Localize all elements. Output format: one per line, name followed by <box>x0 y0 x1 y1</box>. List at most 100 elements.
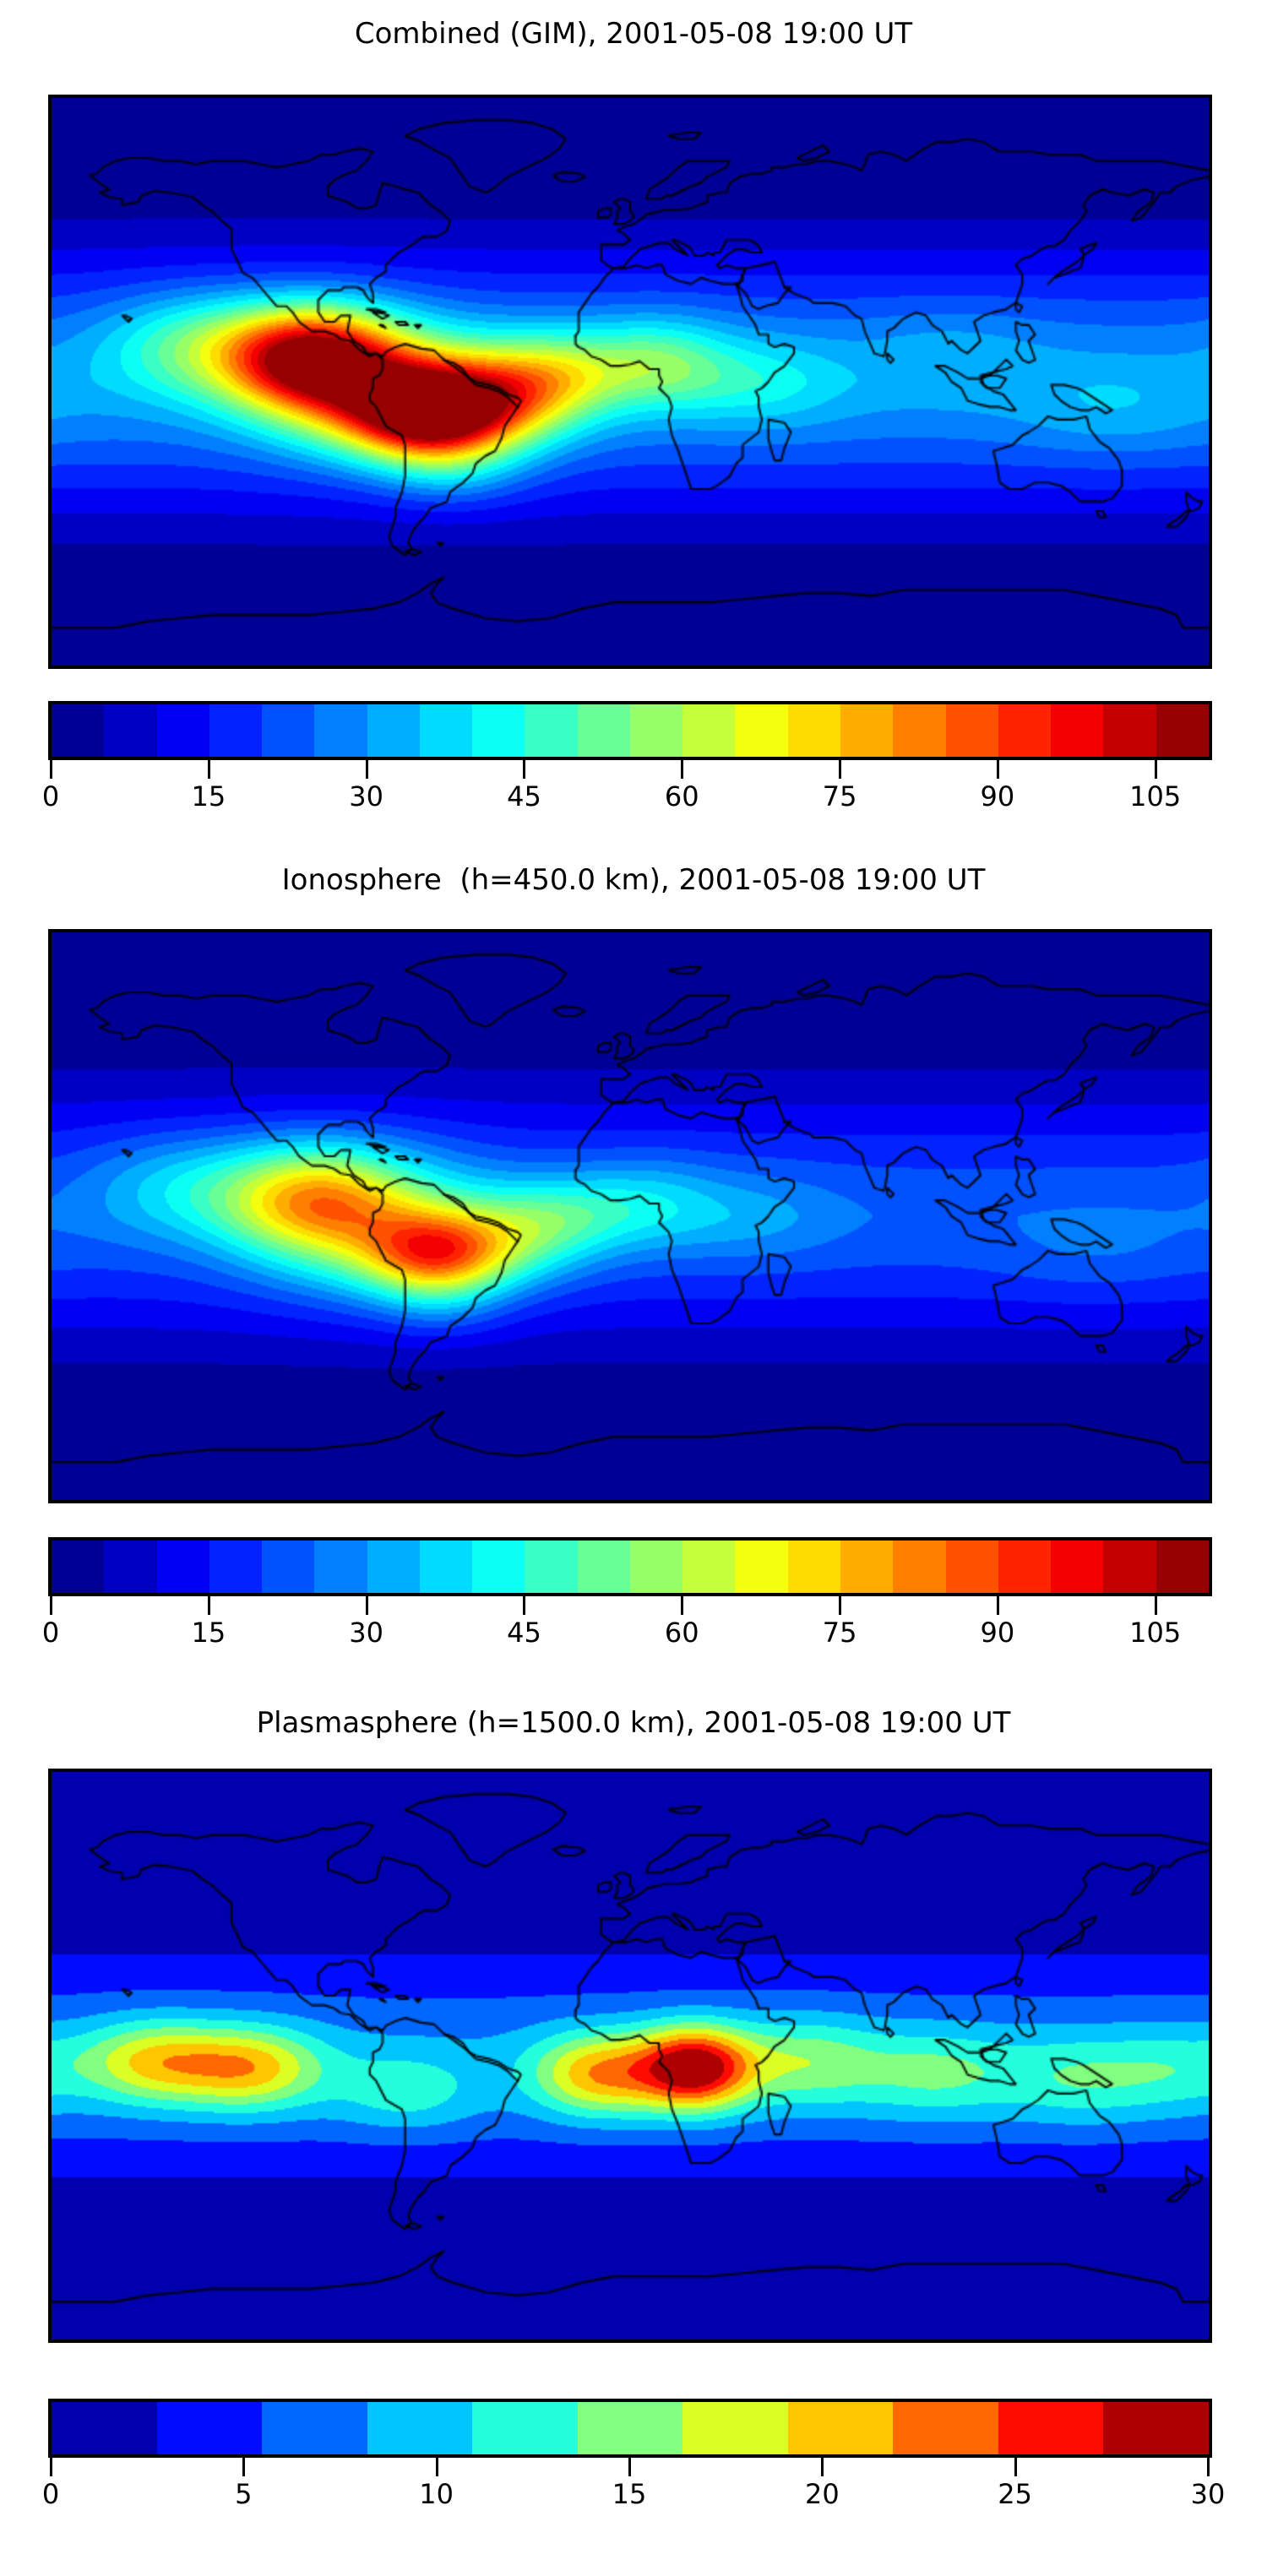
colorbar-segment <box>314 704 367 757</box>
colorbar-tick-label: 45 <box>507 780 541 812</box>
colorbar-tick <box>681 760 684 779</box>
colorbar-segment <box>945 704 998 757</box>
colorbar-segment <box>998 1541 1052 1593</box>
colorbar-segment <box>104 1541 157 1593</box>
colorbar-tick-label: 30 <box>349 780 383 812</box>
colorbar-segment <box>840 1541 894 1593</box>
colorbar-tick-label: 60 <box>664 1617 699 1649</box>
colorbar-tick <box>523 760 526 779</box>
colorbar-segment <box>787 1541 840 1593</box>
colorbar-tick-label: 15 <box>612 2478 647 2510</box>
colorbar-plasmasphere[interactable]: 0 5 10 15 20 25 30 <box>42 2399 1225 2517</box>
colorbar-tick-label: 20 <box>804 2478 840 2510</box>
colorbar-tick-label: 90 <box>980 1617 1015 1649</box>
colorbar-segment <box>156 704 209 757</box>
colorbar-segment <box>577 1541 630 1593</box>
colorbar-gradient-combined-gim <box>48 701 1212 760</box>
colorbar-segment <box>998 704 1052 757</box>
map-axes-plasmasphere[interactable] <box>48 1769 1212 2343</box>
colorbar-tick <box>821 2458 824 2476</box>
colorbar-tick <box>207 1596 210 1615</box>
colorbar-tick <box>207 760 210 779</box>
colorbar-tick-label: 105 <box>1129 1617 1182 1649</box>
colorbar-tick-label: 0 <box>41 780 60 812</box>
colorbar-segment <box>1156 1541 1209 1593</box>
colorbar-tick-label: 5 <box>235 2478 253 2510</box>
map-field-plasmasphere <box>52 1772 1209 2340</box>
colorbar-tick <box>365 1596 368 1615</box>
colorbar-tick <box>50 760 52 779</box>
colorbar-segment <box>472 1541 525 1593</box>
colorbar-segment <box>893 1541 946 1593</box>
colorbar-segment <box>209 704 263 757</box>
colorbar-segment <box>840 704 894 757</box>
colorbar-segment <box>682 1541 736 1593</box>
colorbar-combined-gim[interactable]: 0 15 30 45 60 75 90 105 <box>42 701 1212 819</box>
map-field-ionosphere <box>52 932 1209 1500</box>
colorbar-segment <box>472 2402 578 2454</box>
colorbar-segment <box>419 1541 473 1593</box>
colorbar-segment <box>1051 704 1104 757</box>
colorbar-segment <box>945 1541 998 1593</box>
colorbar-segment <box>1103 704 1156 757</box>
colorbar-segment <box>52 704 105 757</box>
colorbar-segment <box>1103 2402 1209 2454</box>
colorbar-segment <box>104 704 157 757</box>
colorbar-tick-label: 45 <box>507 1617 541 1649</box>
map-field-combined-gim <box>52 98 1209 666</box>
colorbar-segment <box>1156 704 1209 757</box>
colorbar-tick <box>996 760 999 779</box>
colorbar-segment <box>209 1541 263 1593</box>
colorbar-segment <box>156 2402 263 2454</box>
colorbar-segment <box>629 1541 683 1593</box>
colorbar-segment <box>525 704 578 757</box>
colorbar-segment <box>52 1541 105 1593</box>
colorbar-tick <box>50 2458 52 2476</box>
colorbar-segment <box>735 1541 788 1593</box>
colorbar-segment <box>893 2402 998 2454</box>
colorbar-tick-label: 75 <box>822 1617 857 1649</box>
colorbar-segment <box>525 1541 578 1593</box>
colorbar-gradient-ionosphere <box>48 1537 1212 1596</box>
colorbar-segment <box>262 704 315 757</box>
colorbar-segment <box>419 704 473 757</box>
colorbar-segment <box>629 704 683 757</box>
colorbar-tick-label: 105 <box>1129 780 1182 812</box>
colorbar-segment <box>262 1541 315 1593</box>
colorbar-tick <box>996 1596 999 1615</box>
colorbar-segment <box>156 1541 209 1593</box>
colorbar-tick-label: 30 <box>349 1617 383 1649</box>
colorbar-tick <box>1014 2458 1017 2476</box>
colorbar-tick-label: 25 <box>998 2478 1033 2510</box>
colorbar-ionosphere[interactable]: 0 15 30 45 60 75 90 105 <box>42 1537 1212 1655</box>
panel-title-ionosphere: Ionosphere (h=450.0 km), 2001-05-08 19:0… <box>281 863 986 897</box>
colorbar-segment <box>262 2402 367 2454</box>
colorbar-tick <box>839 1596 842 1615</box>
colorbar-tick <box>523 1596 526 1615</box>
colorbar-ticks-combined-gim: 0 15 30 45 60 75 90 105 <box>42 760 1205 878</box>
colorbar-segment <box>787 2402 894 2454</box>
colorbar-segment <box>52 2402 157 2454</box>
colorbar-segment <box>1051 1541 1104 1593</box>
colorbar-tick-label: 15 <box>191 780 226 812</box>
colorbar-segment <box>735 704 788 757</box>
colorbar-segment <box>577 704 630 757</box>
colorbar-segment <box>1103 1541 1156 1593</box>
colorbar-tick-label: 0 <box>41 1617 60 1649</box>
colorbar-tick-label: 15 <box>191 1617 226 1649</box>
colorbar-segment <box>367 1541 420 1593</box>
colorbar-segment <box>314 1541 367 1593</box>
colorbar-tick <box>1154 1596 1157 1615</box>
colorbar-gradient-plasmasphere <box>48 2399 1212 2458</box>
colorbar-segment <box>998 2402 1104 2454</box>
colorbar-tick <box>681 1596 684 1615</box>
colorbar-tick <box>242 2458 246 2476</box>
colorbar-tick <box>1207 2458 1210 2476</box>
map-axes-ionosphere[interactable] <box>48 929 1212 1503</box>
colorbar-segment <box>472 704 525 757</box>
colorbar-tick <box>1154 760 1157 779</box>
colorbar-tick <box>839 760 842 779</box>
colorbar-tick-label: 90 <box>980 780 1015 812</box>
map-axes-combined-gim[interactable] <box>48 95 1212 669</box>
colorbar-segment <box>367 2402 473 2454</box>
